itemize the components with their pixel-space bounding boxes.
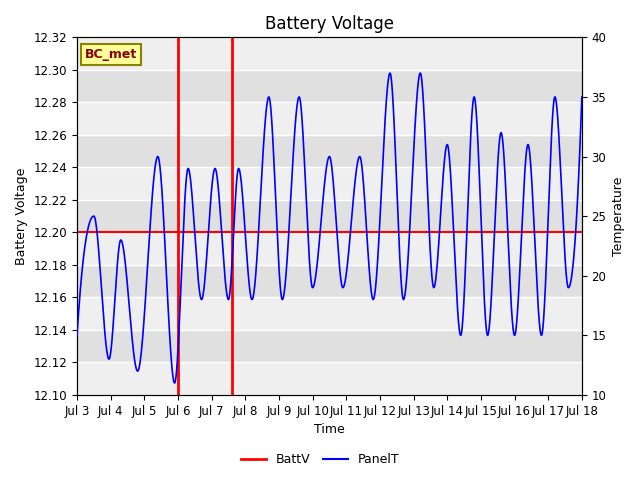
Bar: [77, 232, 582, 265]
Text: BC_met: BC_met: [84, 48, 137, 61]
Title: Battery Voltage: Battery Voltage: [265, 15, 394, 33]
Legend: BattV, PanelT: BattV, PanelT: [236, 448, 404, 471]
Bar: [77, 168, 582, 200]
Y-axis label: Battery Voltage: Battery Voltage: [15, 168, 28, 265]
Y-axis label: Temperature: Temperature: [612, 177, 625, 256]
Bar: [77, 102, 582, 135]
X-axis label: Time: Time: [314, 423, 345, 436]
Bar: [77, 298, 582, 330]
Bar: [77, 37, 582, 70]
Bar: [77, 362, 582, 395]
